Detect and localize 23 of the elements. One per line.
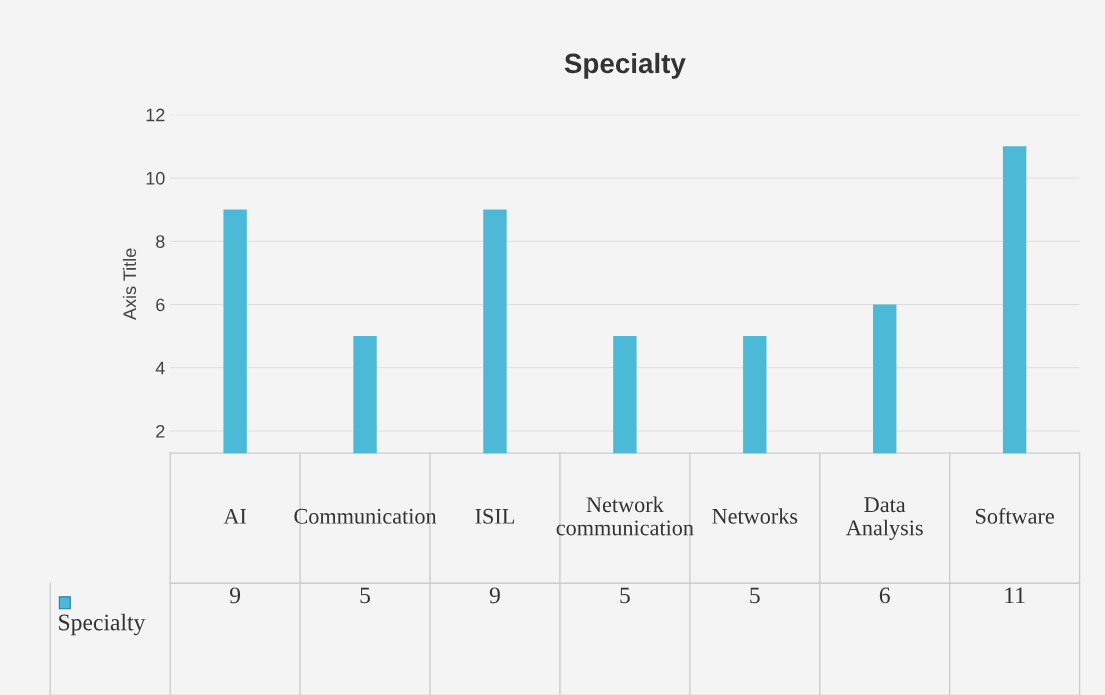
chart-title: Specialty xyxy=(564,52,686,79)
y-tick-label: 6 xyxy=(156,298,165,312)
data-label: 6 xyxy=(879,587,890,604)
x-tick-label: AI xyxy=(223,508,247,524)
x-tick-label: Networks xyxy=(712,508,798,524)
x-tick-label: Communication xyxy=(294,508,437,524)
legend-label: Specialty xyxy=(59,613,146,636)
data-label: 5 xyxy=(750,587,760,604)
y-tick-label: 8 xyxy=(156,235,165,248)
y-tick-label: 4 xyxy=(155,361,165,375)
data-label: 5 xyxy=(620,587,630,604)
x-tick-label: Data Analysis xyxy=(846,497,923,540)
x-tick-label: ISIL xyxy=(475,508,514,524)
y-tick-label: 2 xyxy=(156,424,165,438)
y-tick-label: 10 xyxy=(146,171,165,185)
data-label: 9 xyxy=(229,587,241,604)
data-label: 11 xyxy=(1005,587,1025,604)
data-label: 9 xyxy=(489,587,500,604)
y-axis-title: Axis Title xyxy=(122,248,137,320)
x-tick-label: Software xyxy=(976,507,1054,524)
x-tick-label: Network communication xyxy=(556,496,694,536)
y-tick-label: 12 xyxy=(146,108,165,122)
data-label: 5 xyxy=(360,587,371,604)
